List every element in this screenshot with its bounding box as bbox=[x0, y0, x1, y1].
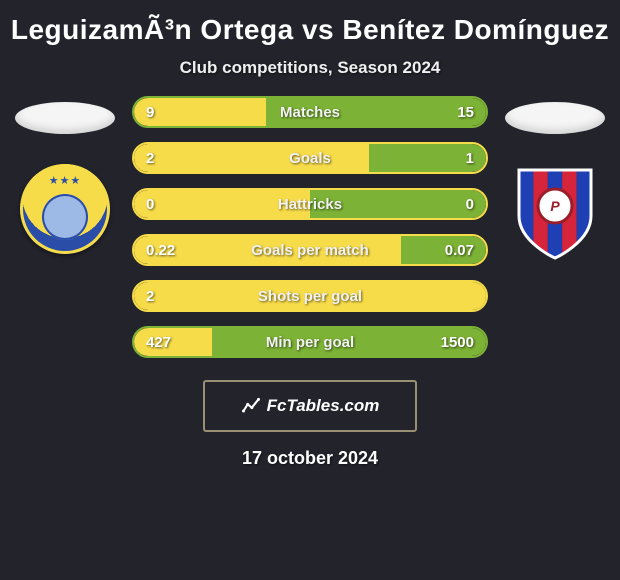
player-head-left bbox=[15, 102, 115, 134]
right-player-column: P bbox=[496, 96, 614, 260]
stat-label: Shots per goal bbox=[134, 288, 486, 305]
stat-label: Hattricks bbox=[134, 196, 486, 213]
stat-value-right: 1500 bbox=[441, 334, 474, 351]
svg-text:P: P bbox=[550, 198, 560, 214]
stat-row: 9Matches15 bbox=[132, 96, 488, 128]
stat-value-left: 0 bbox=[146, 196, 154, 213]
shield-icon: P bbox=[514, 164, 596, 260]
stat-value-left: 427 bbox=[146, 334, 171, 351]
stat-value-left: 2 bbox=[146, 150, 154, 167]
brand-footer: FcTables.com bbox=[203, 380, 417, 432]
stat-value-right: 0 bbox=[466, 196, 474, 213]
stat-row: 2Goals1 bbox=[132, 142, 488, 174]
stat-label: Matches bbox=[134, 104, 486, 121]
stat-row: 0.22Goals per match0.07 bbox=[132, 234, 488, 266]
stat-label: Goals bbox=[134, 150, 486, 167]
left-player-column bbox=[6, 96, 124, 254]
stat-value-left: 9 bbox=[146, 104, 154, 121]
stat-value-right: 1 bbox=[466, 150, 474, 167]
stat-row: 427Min per goal1500 bbox=[132, 326, 488, 358]
bar-overlay: 0Hattricks0 bbox=[134, 190, 486, 218]
stat-label: Goals per match bbox=[134, 242, 486, 259]
stat-row: 2Shots per goal bbox=[132, 280, 488, 312]
stats-icon bbox=[241, 396, 261, 416]
brand-text: FcTables.com bbox=[267, 396, 380, 416]
stats-bars: 9Matches152Goals10Hattricks00.22Goals pe… bbox=[124, 96, 496, 358]
player-head-right bbox=[505, 102, 605, 134]
stat-value-right: 0.07 bbox=[445, 242, 474, 259]
club-crest-left bbox=[20, 164, 110, 254]
stat-value-right: 15 bbox=[457, 104, 474, 121]
stat-label: Min per goal bbox=[134, 334, 486, 351]
comparison-content: 9Matches152Goals10Hattricks00.22Goals pe… bbox=[0, 96, 620, 358]
bar-overlay: 0.22Goals per match0.07 bbox=[134, 236, 486, 264]
stat-row: 0Hattricks0 bbox=[132, 188, 488, 220]
date-text: 17 october 2024 bbox=[0, 448, 620, 469]
bar-overlay: 9Matches15 bbox=[134, 98, 486, 126]
page-subtitle: Club competitions, Season 2024 bbox=[0, 52, 620, 96]
page-title: LeguizamÃ³n Ortega vs Benítez Domínguez bbox=[0, 0, 620, 52]
bar-overlay: 427Min per goal1500 bbox=[134, 328, 486, 356]
bar-overlay: 2Goals1 bbox=[134, 144, 486, 172]
stat-value-left: 2 bbox=[146, 288, 154, 305]
stat-value-left: 0.22 bbox=[146, 242, 175, 259]
club-crest-right: P bbox=[514, 164, 596, 260]
bar-overlay: 2Shots per goal bbox=[134, 282, 486, 310]
